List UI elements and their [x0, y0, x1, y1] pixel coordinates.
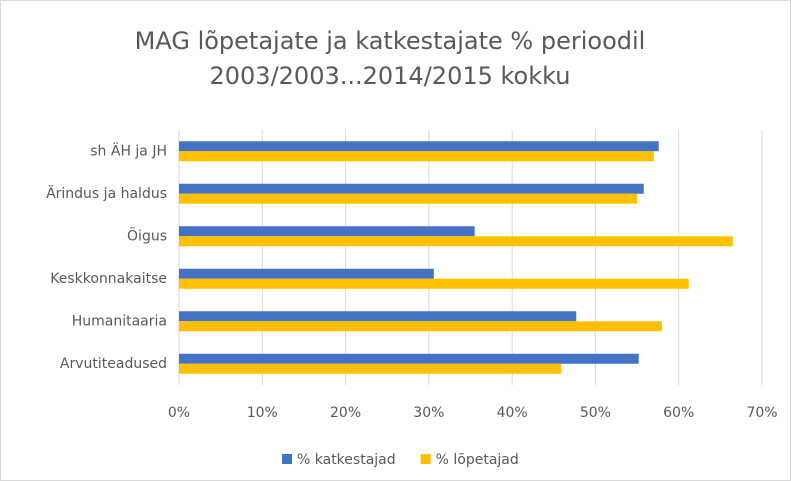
- legend-swatch: [420, 454, 431, 464]
- bar: [179, 321, 663, 332]
- bar: [179, 141, 659, 152]
- x-tick-label: 10%: [247, 405, 278, 421]
- x-tick-label: 40%: [497, 405, 528, 421]
- x-tick-label: 60%: [663, 405, 694, 421]
- chart-title: 2003/2003...2014/2015 kokku: [210, 62, 571, 90]
- x-tick-label: 70%: [746, 405, 777, 421]
- bar: [179, 226, 475, 237]
- legend-label: % katkestajad: [297, 452, 396, 468]
- bar: [179, 268, 434, 279]
- bar: [179, 363, 562, 374]
- y-tick-label: Ärindus ja haldus: [46, 184, 167, 202]
- x-tick-label: 20%: [330, 405, 361, 421]
- chart-title: MAG lõpetajate ja katkestajate % periood…: [135, 27, 646, 55]
- bar: [179, 311, 577, 322]
- x-tick-label: 50%: [580, 405, 611, 421]
- legend-swatch: [282, 454, 292, 464]
- bar: [179, 183, 644, 194]
- y-tick-label: Keskkonnakaitse: [50, 271, 167, 287]
- y-tick-label: Arvutiteadused: [60, 356, 167, 372]
- x-tick-label: 0%: [168, 405, 190, 421]
- legend-label: % lõpetajad: [436, 452, 519, 468]
- y-tick-label: Humanitaaria: [72, 313, 167, 329]
- bar: [179, 353, 639, 364]
- y-tick-label: sh ÄH ja JH: [90, 141, 167, 159]
- bar: [179, 236, 733, 247]
- x-tick-label: 30%: [413, 405, 444, 421]
- y-tick-label: Õigus: [127, 227, 167, 244]
- bar: [179, 151, 654, 162]
- bar: [179, 278, 689, 289]
- bar: [179, 193, 638, 204]
